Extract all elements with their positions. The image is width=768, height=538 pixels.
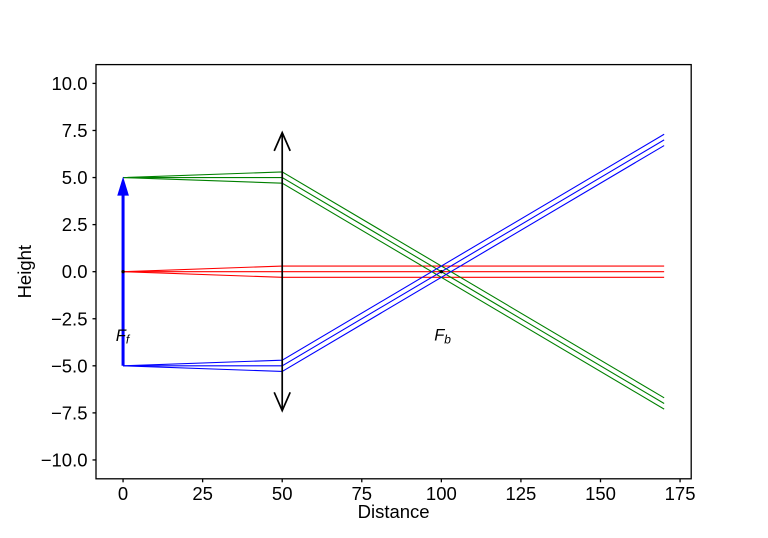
svg-text:125: 125 bbox=[505, 483, 536, 504]
svg-text:2.5: 2.5 bbox=[62, 214, 88, 235]
svg-text:−7.5: −7.5 bbox=[51, 402, 88, 423]
svg-text:10.0: 10.0 bbox=[51, 73, 87, 94]
svg-text:Height: Height bbox=[14, 245, 35, 298]
svg-text:7.5: 7.5 bbox=[62, 120, 88, 141]
svg-text:25: 25 bbox=[192, 483, 213, 504]
svg-text:75: 75 bbox=[351, 483, 372, 504]
svg-text:Fb: Fb bbox=[434, 327, 451, 347]
svg-text:0.0: 0.0 bbox=[62, 261, 88, 282]
svg-text:50: 50 bbox=[272, 483, 293, 504]
svg-text:150: 150 bbox=[585, 483, 616, 504]
svg-text:0: 0 bbox=[118, 483, 128, 504]
svg-text:−5.0: −5.0 bbox=[51, 355, 88, 376]
svg-text:Distance: Distance bbox=[358, 501, 430, 522]
svg-text:−10.0: −10.0 bbox=[41, 450, 88, 471]
svg-text:−2.5: −2.5 bbox=[51, 308, 88, 329]
svg-text:175: 175 bbox=[665, 483, 696, 504]
svg-text:5.0: 5.0 bbox=[62, 167, 88, 188]
svg-text:Ff: Ff bbox=[116, 327, 131, 347]
svg-text:100: 100 bbox=[426, 483, 457, 504]
